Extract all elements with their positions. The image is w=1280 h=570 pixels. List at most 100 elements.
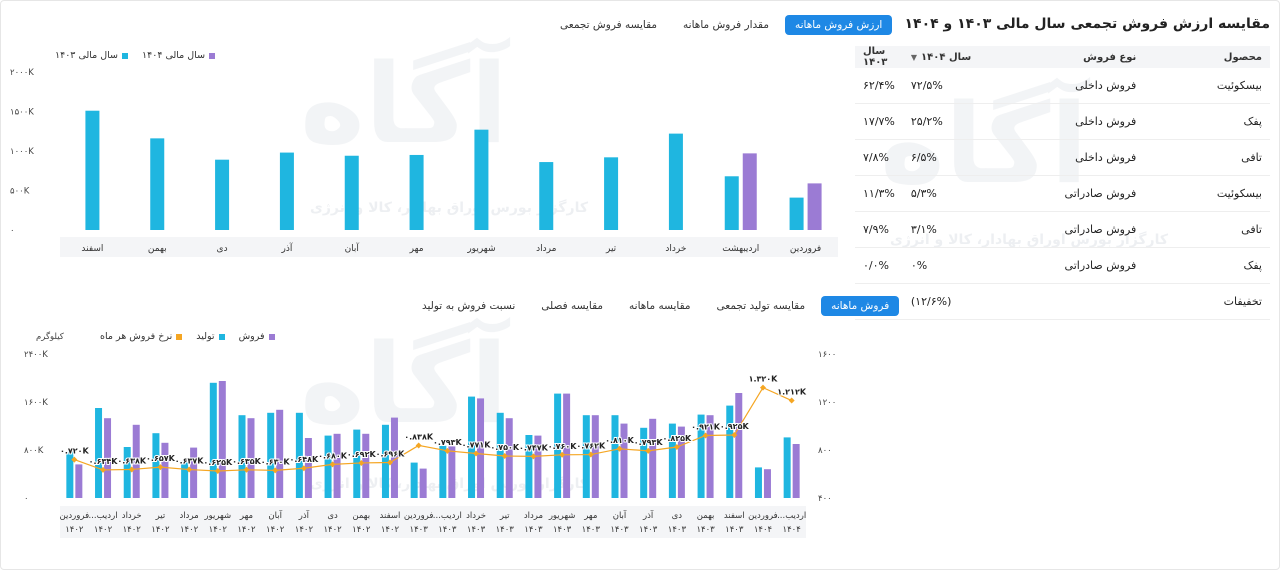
top-tab-2[interactable]: مقدار فروش ماهانه bbox=[683, 19, 769, 31]
cell-year-1404: (۱۲/۶%) bbox=[902, 283, 1009, 320]
rate-point bbox=[300, 465, 307, 472]
bar-production bbox=[410, 462, 418, 498]
cell-sale-type: فروش داخلی bbox=[1008, 68, 1145, 104]
bar-production bbox=[381, 424, 389, 498]
bar-1403 bbox=[344, 155, 359, 230]
bar-production bbox=[697, 414, 705, 498]
cell-sale-type: فروش صادراتی bbox=[1008, 175, 1145, 212]
bar-1404 bbox=[742, 153, 757, 230]
rate-data-label: ۰.۶۳۰K bbox=[261, 457, 291, 466]
bottom-tab-2[interactable]: مقایسه تولید تجمعی bbox=[716, 300, 806, 312]
bar-production bbox=[468, 396, 476, 498]
legend-swatch-purple bbox=[209, 52, 216, 59]
bar-production bbox=[726, 405, 734, 498]
x-tick-month: بهمن bbox=[697, 511, 715, 521]
rate-point bbox=[358, 459, 365, 466]
cell-product: تافی bbox=[1144, 139, 1270, 176]
legend-swatch-cyan bbox=[218, 333, 225, 340]
table-row: تافی فروش صادراتی ۳/۱% ۷/۹% bbox=[855, 211, 1270, 248]
y-right-tick-label: ۸۰۰ bbox=[818, 446, 832, 456]
x-tick-month: شهریور bbox=[548, 511, 576, 521]
x-tick-label: شهریور bbox=[466, 244, 495, 254]
x-tick-month: تیر bbox=[155, 511, 166, 521]
rate-point bbox=[616, 445, 623, 452]
y-tick-label: ۱۰۰۰K bbox=[10, 147, 34, 157]
bar-1403 bbox=[539, 162, 554, 230]
bar-1403 bbox=[724, 176, 739, 230]
x-tick-year: ۱۴۰۳ bbox=[467, 525, 486, 535]
rate-line bbox=[74, 386, 792, 472]
rate-point bbox=[214, 468, 221, 474]
cell-year-1404: ۵/۳% bbox=[902, 175, 1009, 212]
rate-data-label: ۰.۷۴۷K bbox=[519, 443, 549, 452]
x-tick-month: مهر bbox=[583, 511, 597, 521]
x-tick-month: مرداد bbox=[180, 511, 199, 521]
bar-production bbox=[66, 451, 74, 498]
bar-1403 bbox=[150, 138, 165, 230]
y-right-tick-label: ۱۶۰۰ bbox=[818, 350, 836, 360]
x-tick-month: فروردین bbox=[748, 511, 778, 521]
bar-sales bbox=[677, 426, 685, 498]
bar-production bbox=[668, 423, 676, 498]
cell-year-1403: ۱۷/۷% bbox=[855, 103, 903, 140]
bar-sales bbox=[620, 423, 628, 498]
rate-data-label: ۰.۶۳۵K bbox=[232, 457, 262, 466]
x-tick-label: مهر bbox=[409, 244, 424, 254]
table-row: تخفیفات(۱۲/۶%)(۷%) bbox=[855, 283, 1270, 320]
y-left-tick-label: ۱۶۰۰K bbox=[24, 398, 48, 408]
rate-data-label: ۰.۷۷۱K bbox=[462, 440, 492, 449]
rate-point bbox=[501, 453, 508, 459]
x-tick-month: خرداد bbox=[466, 511, 486, 521]
bottom-tab-5[interactable]: نسبت فروش به تولید bbox=[422, 300, 516, 312]
rate-data-label: ۰.۷۶۰K bbox=[548, 442, 578, 451]
bottom-tab-1[interactable]: فروش ماهانه bbox=[821, 296, 900, 316]
x-tick-month: مهر bbox=[239, 511, 253, 521]
cell-sale-type: فروش داخلی bbox=[1008, 139, 1145, 176]
bottom-chart-legend: فروش تولید نرخ فروش هر ماه bbox=[100, 331, 275, 342]
col-year-1404[interactable]: سال ۱۴۰۴▼ bbox=[902, 46, 1009, 68]
table-row: تافی فروش داخلی ۶/۵% ۷/۸% bbox=[855, 139, 1270, 176]
bar-sales bbox=[505, 418, 513, 498]
x-tick-month: اردیب... bbox=[777, 511, 806, 521]
y-tick-label: ۵۰۰K bbox=[10, 187, 30, 197]
x-tick-month: اسفند bbox=[380, 511, 401, 521]
bar-1403 bbox=[215, 159, 230, 230]
cell-sale-type: فروش داخلی bbox=[1008, 103, 1145, 140]
bar-1403 bbox=[409, 154, 424, 230]
rate-data-label: ۰.۸۲۵K bbox=[662, 434, 692, 443]
legend-item-production[interactable]: تولید bbox=[196, 331, 225, 342]
bar-sales bbox=[649, 418, 657, 498]
rate-data-label: ۰.۶۹۶K bbox=[376, 449, 406, 458]
bar-sales bbox=[276, 409, 284, 498]
x-tick-month: آبان bbox=[268, 509, 282, 521]
bottom-tab-3[interactable]: مقایسه ماهانه bbox=[629, 300, 691, 312]
bottom-tab-4[interactable]: مقایسه فصلی bbox=[541, 300, 604, 312]
legend-item-1403[interactable]: سال مالی ۱۴۰۳ bbox=[55, 50, 129, 61]
x-tick-year: ۱۴۰۲ bbox=[352, 525, 371, 535]
top-tab-3[interactable]: مقایسه فروش تجمعی bbox=[560, 19, 658, 31]
rate-data-label: ۰.۹۲۱K bbox=[691, 422, 721, 431]
rate-data-label: ۰.۸۳۸K bbox=[404, 432, 434, 441]
table-row: بیسکوئیت فروش داخلی ۷۲/۵% ۶۲/۴% bbox=[855, 68, 1270, 104]
x-tick-month: فروردین bbox=[60, 511, 90, 521]
bar-production bbox=[295, 412, 303, 498]
bar-production bbox=[238, 415, 246, 498]
rate-point bbox=[559, 451, 566, 458]
legend-item-1404[interactable]: سال مالی ۱۴۰۴ bbox=[142, 50, 216, 61]
x-tick-label: آذر bbox=[280, 242, 292, 254]
top-chart-tabs: ارزش فروش ماهانه مقدار فروش ماهانه مقایسه … bbox=[550, 15, 893, 35]
legend-item-sales[interactable]: فروش bbox=[239, 331, 275, 342]
top-tab-1[interactable]: ارزش فروش ماهانه bbox=[784, 15, 893, 35]
bar-sales bbox=[132, 424, 140, 498]
rate-data-label: ۰.۶۹۲K bbox=[347, 450, 377, 459]
bar-sales bbox=[706, 415, 714, 498]
sales-table: محصول نوع فروش سال ۱۴۰۴▼ سال ۱۴۰۳ بیسکوئ… bbox=[855, 46, 1270, 320]
table-row: پفک فروش داخلی ۲۵/۲% ۱۷/۷% bbox=[855, 103, 1270, 140]
bar-1403 bbox=[474, 129, 489, 230]
rate-data-label: ۰.۶۴۸K bbox=[289, 455, 319, 464]
sort-chevron-icon[interactable]: ▼ bbox=[910, 52, 918, 62]
legend-item-rate[interactable]: نرخ فروش هر ماه bbox=[100, 331, 183, 342]
x-tick-month: آبان bbox=[613, 509, 627, 521]
x-tick-year: ۱۴۰۴ bbox=[754, 525, 772, 535]
bar-1403 bbox=[604, 157, 619, 230]
